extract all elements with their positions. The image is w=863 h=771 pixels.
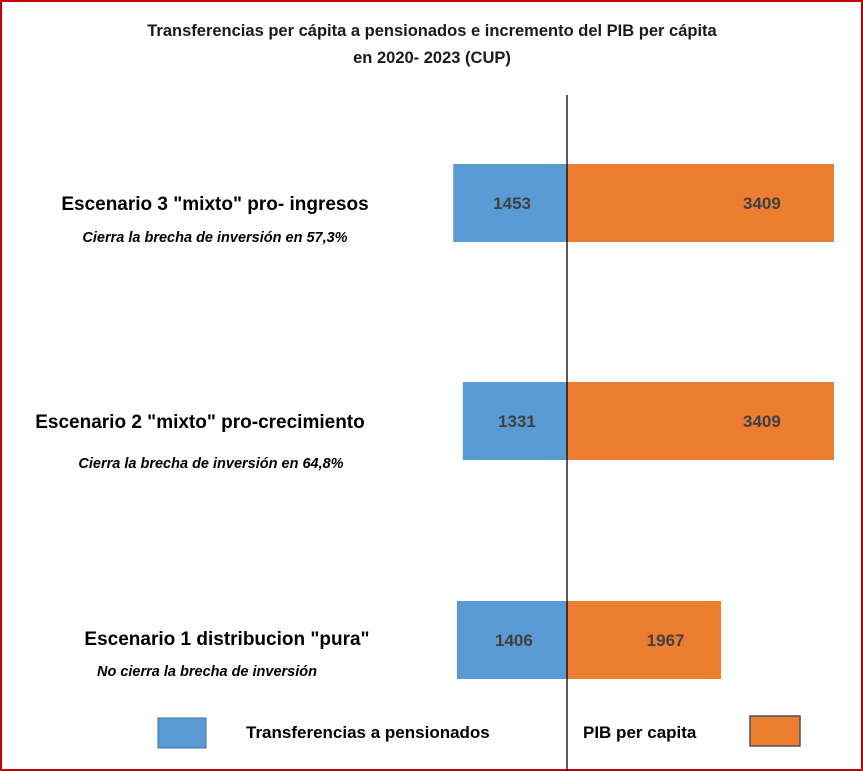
scenario-1-label: Escenario 1 distribucion "pura" bbox=[84, 629, 369, 650]
chart-title-line-1: Transferencias per cápita a pensionados … bbox=[147, 22, 717, 40]
legend-label-transferencias: Transferencias a pensionados bbox=[246, 723, 490, 742]
legend-swatch-pib bbox=[749, 715, 801, 747]
scenario-2-note: Cierra la brecha de inversión en 64,8% bbox=[78, 456, 343, 472]
value-label-scenario-1-transferencias: 1406 bbox=[495, 631, 533, 650]
value-label-scenario-2-transferencias: 1331 bbox=[498, 412, 536, 431]
value-label-scenario-1-pib: 1967 bbox=[647, 631, 685, 650]
bar-scenario-1-transferencias bbox=[456, 601, 567, 679]
chart-title-line-2: en 2020- 2023 (CUP) bbox=[353, 49, 511, 67]
scenario-2-label: Escenario 2 "mixto" pro-crecimiento bbox=[35, 412, 365, 433]
value-label-scenario-3-pib: 3409 bbox=[743, 194, 781, 213]
legend-swatch-transferencias bbox=[157, 717, 207, 749]
scenario-1-note: No cierra la brecha de inversión bbox=[97, 664, 317, 680]
scenario-3-label: Escenario 3 "mixto" pro- ingresos bbox=[61, 194, 368, 215]
bar-scenario-1-pib bbox=[567, 601, 722, 679]
bar-scenario-3-transferencias bbox=[453, 164, 567, 242]
value-label-scenario-3-transferencias: 1453 bbox=[493, 194, 531, 213]
bars-layer: 1453 3409 1331 3409 1406 1967 bbox=[453, 164, 834, 679]
bar-scenario-2-transferencias bbox=[462, 382, 567, 460]
bar-scenario-2-pib bbox=[567, 382, 834, 460]
bar-scenario-3-pib bbox=[567, 164, 834, 242]
legend-label-pib: PIB per capita bbox=[583, 723, 697, 742]
scenario-3-note: Cierra la brecha de inversión en 57,3% bbox=[82, 230, 347, 246]
value-label-scenario-2-pib: 3409 bbox=[743, 412, 781, 431]
